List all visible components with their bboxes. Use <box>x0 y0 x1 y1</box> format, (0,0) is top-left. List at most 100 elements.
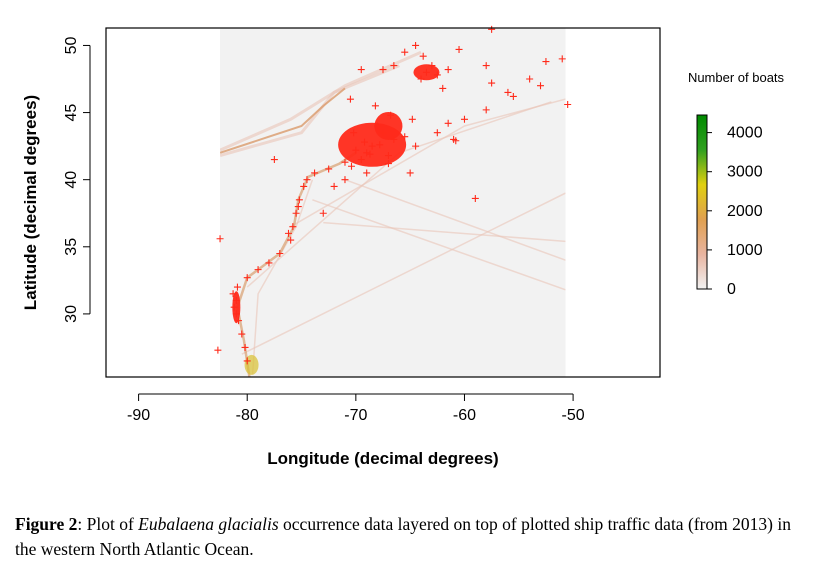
x-tick-label: -80 <box>236 407 259 424</box>
occurrence-point <box>460 115 468 123</box>
plot-frame <box>105 27 661 378</box>
occurrence-point <box>270 156 278 164</box>
occurrence-point <box>346 95 354 103</box>
occurrence-point <box>482 62 490 70</box>
occurrence-point <box>509 92 517 100</box>
legend-tick-label: 3000 <box>727 164 763 181</box>
high-traffic-hotspot <box>244 354 259 375</box>
occurrence-point <box>444 66 452 74</box>
occurrence-point <box>406 169 414 177</box>
legend-colorbar <box>696 114 708 290</box>
occurrence-point <box>325 165 333 173</box>
ship-lane <box>344 178 566 261</box>
y-axis: 30 35 40 45 50 <box>63 36 91 323</box>
occurrence-point <box>254 266 262 274</box>
occurrence-point <box>526 75 534 83</box>
legend-tick-label: 4000 <box>727 125 763 142</box>
occurrence-point <box>276 250 284 258</box>
x-axis-label: Longitude (decimal degrees) <box>267 449 498 468</box>
occurrence-point <box>243 274 251 282</box>
occurrence-point <box>439 84 447 92</box>
occurrence-point <box>311 169 319 177</box>
occurrence-point <box>433 129 441 137</box>
occurrence-point <box>558 55 566 63</box>
x-tick-label: -50 <box>562 407 585 424</box>
occurrence-point <box>243 357 251 365</box>
occurrence-point <box>412 142 420 150</box>
y-tick-label: 45 <box>63 104 80 122</box>
legend-ticks: 0 1000 2000 3000 4000 <box>707 125 763 298</box>
occurrence-point <box>390 62 398 70</box>
raster-background <box>220 28 566 377</box>
caption-text-before: : Plot of <box>77 514 139 534</box>
y-tick-label: 35 <box>63 238 80 256</box>
occurrence-point <box>287 236 295 244</box>
x-axis: -90 -80 -70 -60 -50 <box>127 393 585 424</box>
x-tick-label: -90 <box>127 407 150 424</box>
st-lawrence-traffic <box>220 87 346 154</box>
occurrence-point <box>363 169 371 177</box>
occurrence-point <box>295 196 303 204</box>
occurrence-point <box>357 66 365 74</box>
occurrence-point <box>284 229 292 237</box>
occurrence-point <box>341 158 349 166</box>
occurrence-point <box>292 209 300 217</box>
y-tick-label: 30 <box>63 305 80 323</box>
caption-text-after: occurrence data layered on top of plotte… <box>15 514 791 559</box>
occurrence-point <box>300 182 308 190</box>
occurrence-point <box>233 283 241 291</box>
occurrence-point <box>488 79 496 87</box>
occurrence-point <box>455 45 463 53</box>
ship-lane <box>290 98 566 228</box>
occurrence-point <box>564 101 572 109</box>
x-tick-label: -70 <box>344 407 367 424</box>
y-tick-label: 50 <box>63 36 80 54</box>
occurrence-cluster <box>232 291 241 324</box>
occurrence-point <box>341 176 349 184</box>
caption-label: Figure 2 <box>15 514 78 534</box>
legend: Number of boats 0 1000 2000 3000 4000 <box>688 70 785 298</box>
occurrence-cluster <box>374 111 403 140</box>
figure-caption: Figure 2: Plot of Eubalaena glacialis oc… <box>15 512 815 562</box>
legend-tick-label: 0 <box>727 281 736 298</box>
occurrence-point <box>371 102 379 110</box>
ship-lane <box>241 192 566 355</box>
occurrence-point <box>294 203 302 211</box>
occurrence-point <box>379 66 387 74</box>
occurrence-point <box>444 119 452 127</box>
occurrence-point <box>330 182 338 190</box>
occurrence-point <box>265 259 273 267</box>
occurrence-point <box>216 235 224 243</box>
occurrence-point <box>482 106 490 114</box>
legend-tick-label: 1000 <box>727 242 763 259</box>
occurrence-point <box>412 41 420 49</box>
occurrence-points <box>214 25 572 365</box>
occurrence-point <box>289 223 297 231</box>
legend-title: Number of boats <box>688 70 785 85</box>
occurrence-point <box>241 343 249 351</box>
ship-lane <box>323 221 566 243</box>
occurrence-point <box>214 346 222 354</box>
caption-species: Eubalaena glacialis <box>138 514 279 534</box>
occurrence-cluster <box>413 64 440 81</box>
x-tick-label: -60 <box>453 407 476 424</box>
ship-lane <box>251 179 314 375</box>
occurrence-point <box>452 137 460 145</box>
y-tick-label: 40 <box>63 171 80 189</box>
occurrence-point <box>471 194 479 202</box>
occurrence-point <box>401 48 409 56</box>
occurrence-point <box>542 58 550 66</box>
occurrence-point <box>408 115 416 123</box>
ship-lane <box>220 64 400 157</box>
occurrence-point <box>319 209 327 217</box>
ship-traffic-raster <box>220 28 566 377</box>
occurrence-point <box>303 176 311 184</box>
occurrence-point <box>347 162 355 170</box>
occurrence-point <box>488 25 496 33</box>
chart: -90 -80 -70 -60 -50 30 35 40 45 50 Longitude (de… <box>21 25 785 468</box>
occurrence-point <box>537 82 545 90</box>
occurrence-point <box>419 52 427 60</box>
legend-tick-label: 2000 <box>727 203 763 220</box>
occurrence-point <box>504 88 512 96</box>
coastal-traffic <box>236 151 357 377</box>
